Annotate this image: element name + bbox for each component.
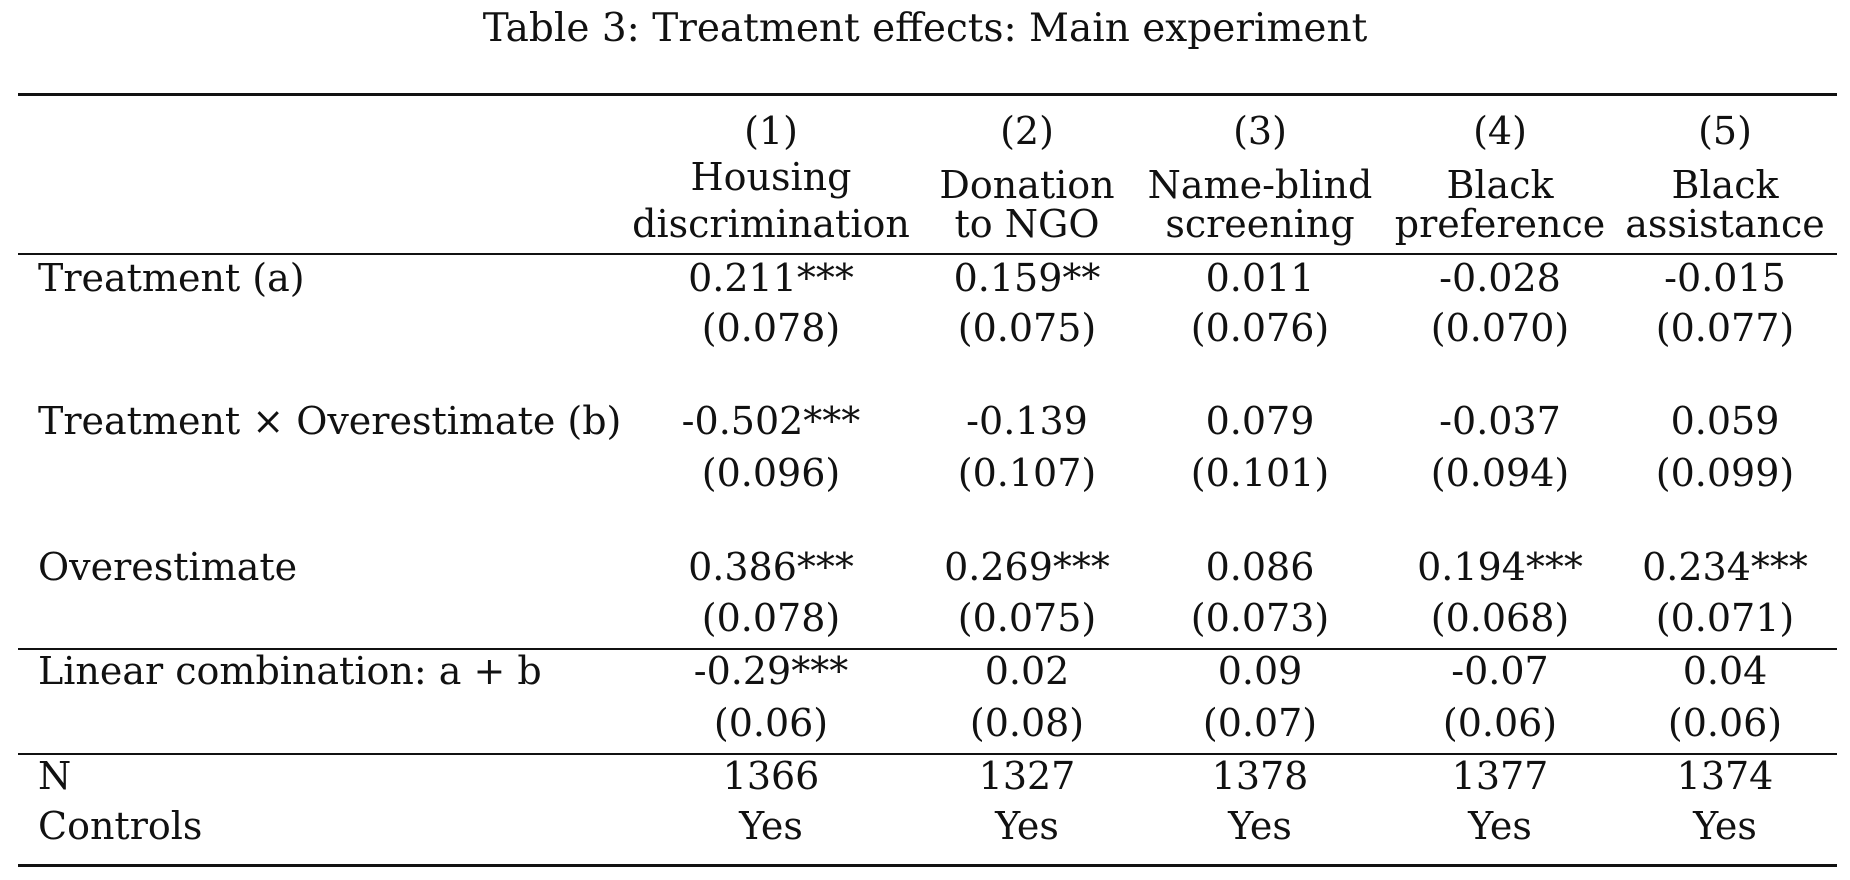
estimate-cell: 0.02 — [984, 649, 1070, 693]
std-error-cell: (0.078) — [701, 596, 841, 640]
estimate-cell: 0.194*** — [1417, 545, 1583, 589]
std-error-cell: (0.099) — [1655, 451, 1795, 495]
bottom-rule — [18, 864, 1837, 867]
column-label: preference — [1394, 202, 1606, 246]
std-error-cell: (0.07) — [1202, 701, 1318, 745]
estimate-cell: 0.059 — [1670, 399, 1780, 443]
estimate-cell: 0.09 — [1217, 649, 1303, 693]
estimate-cell: 0.211*** — [688, 256, 854, 300]
std-error-cell: (0.094) — [1430, 451, 1570, 495]
column-label: assistance — [1625, 202, 1825, 246]
std-error-cell: (0.06) — [1667, 701, 1783, 745]
column-label: to NGO — [954, 202, 1100, 246]
estimate-cell: 0.159** — [953, 256, 1101, 300]
controls-cell: Yes — [1468, 804, 1532, 848]
std-error-cell: (0.070) — [1430, 306, 1570, 350]
column-number: (5) — [1698, 109, 1752, 153]
std-error-cell: (0.078) — [701, 306, 841, 350]
estimate-cell: 0.234*** — [1642, 545, 1808, 589]
std-error-cell: (0.077) — [1655, 306, 1795, 350]
estimate-cell: -0.502*** — [681, 399, 861, 443]
column-label: discrimination — [632, 202, 910, 246]
std-error-cell: (0.075) — [957, 306, 1097, 350]
std-error-cell: (0.107) — [957, 451, 1097, 495]
std-error-cell: (0.08) — [969, 701, 1085, 745]
column-number: (2) — [1000, 109, 1054, 153]
std-error-cell: (0.06) — [1442, 701, 1558, 745]
estimate-cell: -0.037 — [1439, 399, 1561, 443]
estimate-cell: -0.015 — [1664, 256, 1786, 300]
std-error-cell: (0.06) — [713, 701, 829, 745]
std-error-cell: (0.073) — [1190, 596, 1330, 640]
column-label: screening — [1165, 202, 1355, 246]
observations-cell: 1377 — [1451, 754, 1549, 798]
estimate-cell: -0.29*** — [693, 649, 849, 693]
column-label: Housing — [690, 155, 852, 199]
estimate-cell: 0.269*** — [944, 545, 1110, 589]
controls-cell: Yes — [995, 804, 1059, 848]
estimate-cell: 0.011 — [1205, 256, 1315, 300]
observations-cell: 1374 — [1676, 754, 1774, 798]
table-caption: Table 3: Treatment effects: Main experim… — [482, 6, 1368, 51]
estimate-cell: 0.04 — [1682, 649, 1768, 693]
column-number: (4) — [1473, 109, 1527, 153]
std-error-cell: (0.075) — [957, 596, 1097, 640]
combination-rule — [18, 648, 1837, 650]
std-error-cell: (0.068) — [1430, 596, 1570, 640]
footer-rule — [18, 753, 1837, 755]
std-error-cell: (0.096) — [701, 451, 841, 495]
observations-cell: 1327 — [978, 754, 1076, 798]
observations-cell: 1366 — [722, 754, 820, 798]
controls-cell: Yes — [739, 804, 803, 848]
column-label: Name-blind — [1147, 163, 1373, 207]
column-label: Black — [1671, 163, 1779, 207]
column-number: (3) — [1233, 109, 1287, 153]
column-label: Black — [1446, 163, 1554, 207]
column-label: Donation — [939, 163, 1115, 207]
header-rule — [18, 253, 1837, 255]
observations-cell: 1378 — [1211, 754, 1309, 798]
estimate-cell: 0.086 — [1205, 545, 1315, 589]
row-label: Overestimate — [38, 545, 298, 589]
estimate-cell: -0.139 — [966, 399, 1088, 443]
top-rule — [18, 93, 1837, 96]
controls-cell: Yes — [1228, 804, 1292, 848]
row-label: Treatment × Overestimate (b) — [38, 399, 622, 443]
controls-cell: Yes — [1693, 804, 1757, 848]
estimate-cell: -0.028 — [1439, 256, 1561, 300]
estimate-cell: 0.386*** — [688, 545, 854, 589]
std-error-cell: (0.076) — [1190, 306, 1330, 350]
column-number: (1) — [744, 109, 798, 153]
footer-label: N — [38, 754, 72, 798]
estimate-cell: -0.07 — [1451, 649, 1549, 693]
row-label: Treatment (a) — [38, 256, 305, 300]
std-error-cell: (0.101) — [1190, 451, 1330, 495]
std-error-cell: (0.071) — [1655, 596, 1795, 640]
footer-label: Controls — [38, 804, 203, 848]
row-label: Linear combination: a + b — [38, 649, 542, 693]
estimate-cell: 0.079 — [1205, 399, 1315, 443]
